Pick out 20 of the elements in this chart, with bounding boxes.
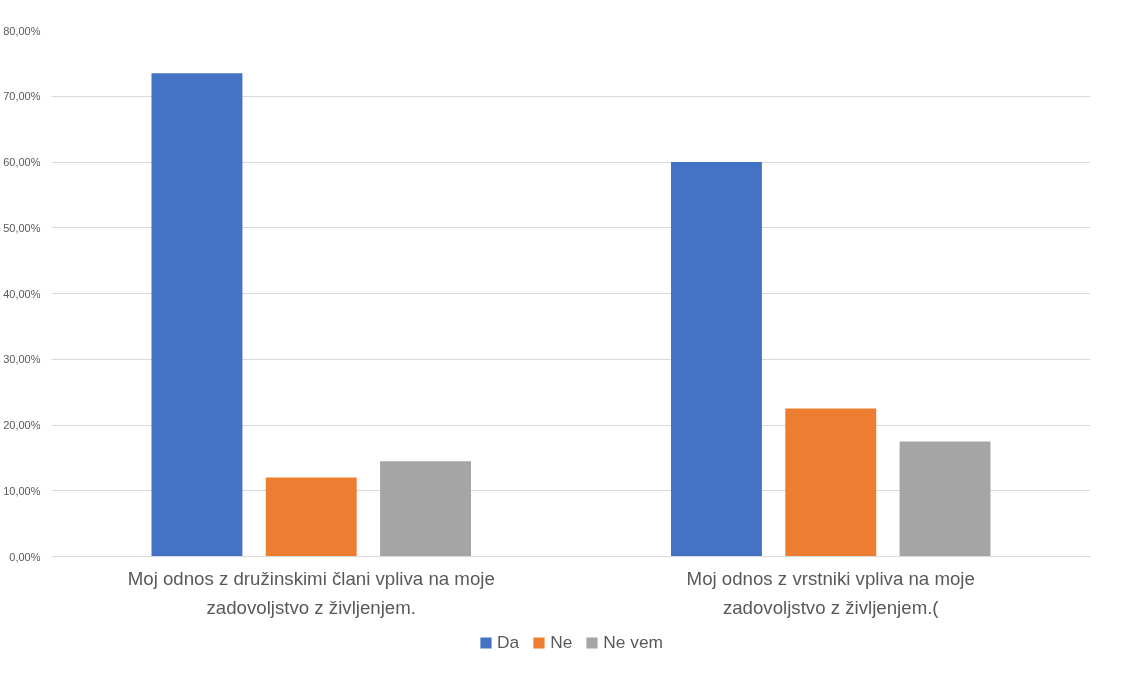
bar <box>785 408 877 557</box>
bar <box>899 441 991 557</box>
bar <box>265 477 357 557</box>
legend-label: Ne <box>550 631 573 653</box>
y-tick-label: 20,00% <box>3 419 41 431</box>
bar <box>151 73 243 557</box>
x-tick-label: Moj odnos z družinskimi člani vpliva na moje zadovoljstvo z življenjem. <box>127 567 495 618</box>
legend-label: Da <box>496 631 520 653</box>
y-tick-label: 10,00% <box>3 484 41 497</box>
bar <box>671 162 762 557</box>
bar <box>380 461 471 557</box>
y-tick-label: 50,00% <box>3 221 41 234</box>
y-tick-label: 70,00% <box>3 90 41 103</box>
y-tick-label: 0,00% <box>9 550 41 563</box>
y-tick-label: 30,00% <box>3 353 41 366</box>
y-tick-label: 60,00% <box>3 156 41 168</box>
y-tick-label: 40,00% <box>3 287 41 300</box>
x-tick-label: Moj odnos z vrstniki vpliva na moje zadovoljstvo z življenjem.( <box>686 567 975 618</box>
legend-label: Ne vem <box>603 631 664 653</box>
y-tick-label: 80,00% <box>3 24 41 37</box>
